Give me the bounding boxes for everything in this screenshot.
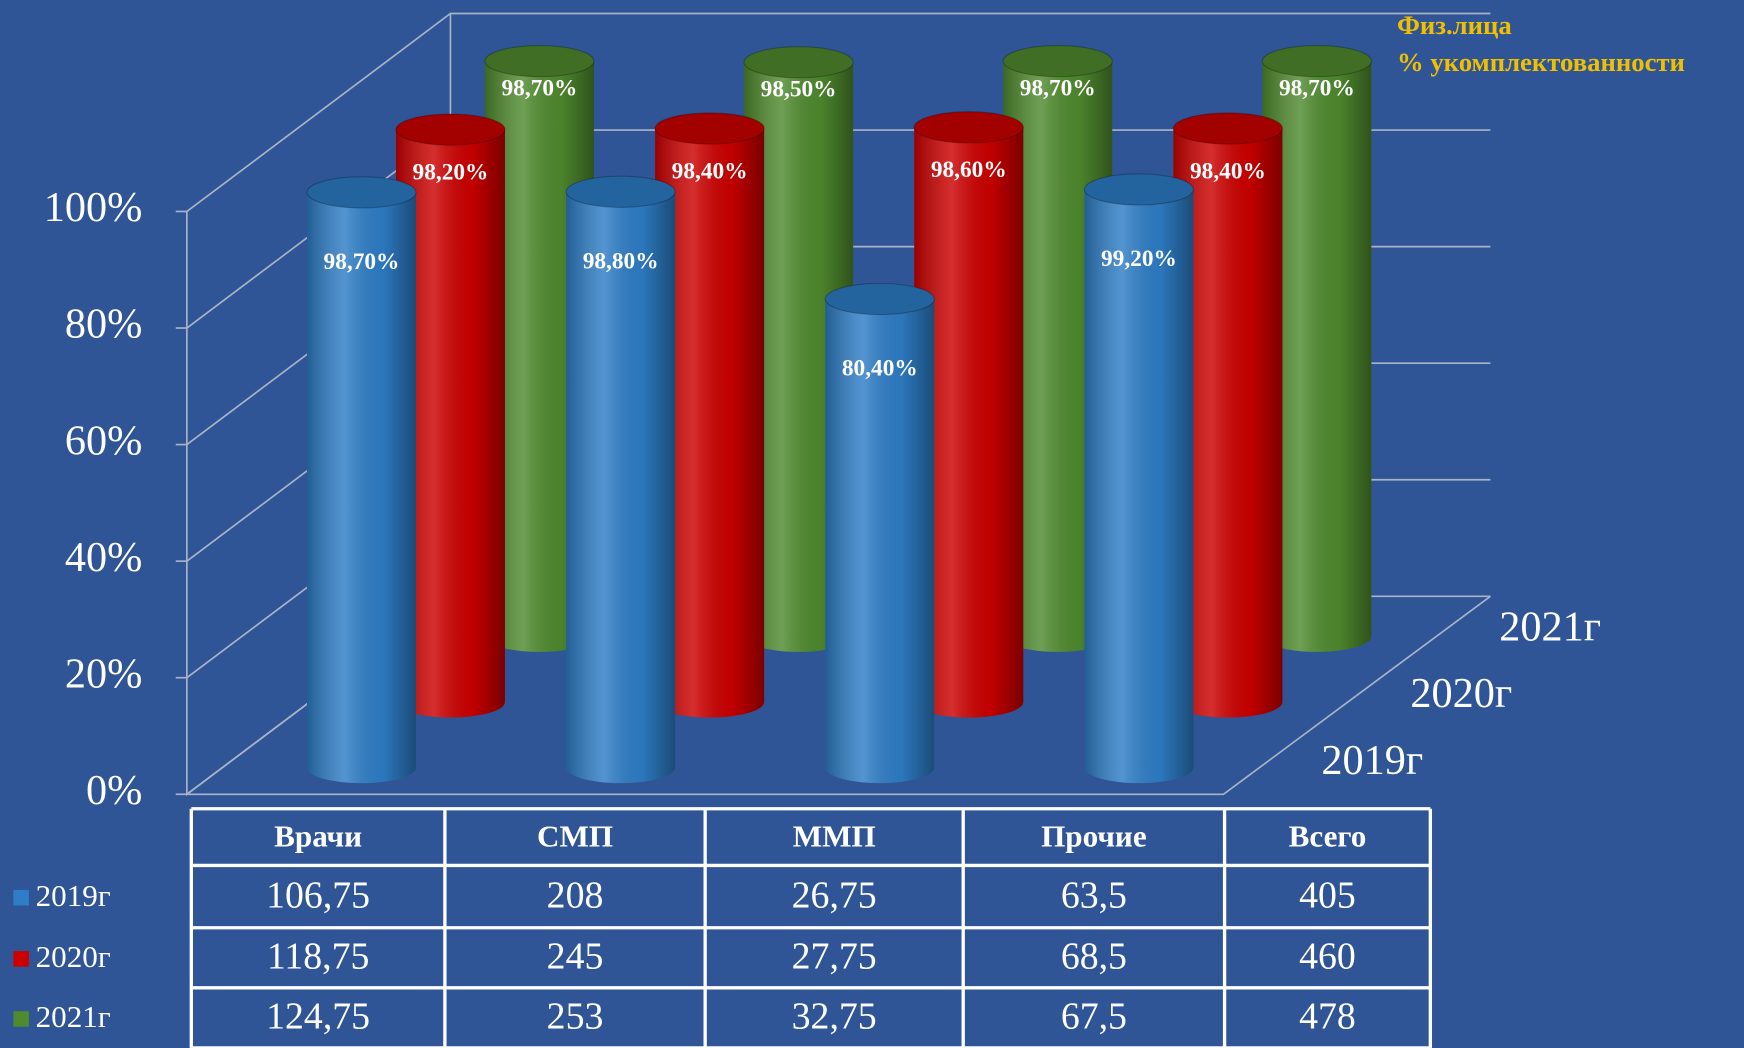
cylinder-top bbox=[1172, 112, 1283, 145]
depth-label: 2020г bbox=[1410, 670, 1512, 717]
table-cell: 106,75 bbox=[266, 874, 370, 916]
cylinder-top bbox=[824, 282, 935, 316]
cylinder-top bbox=[395, 113, 506, 146]
table-cell: 478 bbox=[1299, 996, 1356, 1038]
table-cell: 26,75 bbox=[792, 874, 877, 916]
cylinder-top bbox=[306, 176, 417, 209]
value-label: 98,50% bbox=[761, 77, 837, 103]
table-header: Прочие bbox=[1041, 818, 1147, 853]
cylinder-top-shade bbox=[655, 112, 765, 145]
table-cell: 124,75 bbox=[266, 996, 370, 1038]
y-tick-label: 80% bbox=[65, 301, 142, 348]
cylinder-top-shade bbox=[744, 46, 854, 78]
value-label: 98,70% bbox=[502, 75, 578, 101]
value-label: 98,20% bbox=[413, 159, 489, 185]
cylinder-top bbox=[654, 112, 765, 145]
y-tick-label: 60% bbox=[65, 417, 142, 464]
cylinder-top-shade bbox=[1262, 45, 1372, 77]
y-tick-label: 100% bbox=[44, 184, 143, 231]
legend-label: 2021г bbox=[36, 999, 111, 1034]
cylinder-top bbox=[743, 46, 854, 79]
table-cell: 208 bbox=[547, 874, 604, 916]
table-cell: 63,5 bbox=[1061, 874, 1127, 916]
table-cell: 253 bbox=[547, 996, 604, 1038]
cylinder-top-shade bbox=[566, 176, 676, 208]
table-cell: 67,5 bbox=[1061, 996, 1127, 1038]
table-header: Врачи bbox=[274, 818, 362, 853]
value-label: 98,80% bbox=[583, 248, 659, 274]
cylinder-top-shade bbox=[825, 283, 935, 315]
cylinder-top-shade bbox=[1173, 112, 1283, 145]
table-header: СМП bbox=[537, 818, 613, 853]
cylinder-top bbox=[1002, 44, 1113, 78]
table-header: Всего bbox=[1289, 818, 1367, 853]
legend-label: 2019г bbox=[36, 878, 111, 913]
legend-label: 2020г bbox=[36, 939, 111, 974]
bar-shade bbox=[1084, 189, 1194, 768]
cylinder-top-shade bbox=[1003, 45, 1113, 77]
cylinder-top bbox=[1083, 173, 1194, 206]
value-label: 98,70% bbox=[324, 249, 400, 275]
table-cell: 405 bbox=[1299, 874, 1356, 916]
table-cell: 32,75 bbox=[792, 996, 877, 1038]
chart-title: Физ.лица bbox=[1397, 10, 1512, 40]
cylinder-top-shade bbox=[306, 176, 416, 208]
cylinder-top bbox=[1261, 44, 1372, 78]
depth-label: 2019г bbox=[1321, 737, 1423, 784]
legend-swatch bbox=[13, 951, 29, 967]
legend-swatch bbox=[13, 1011, 29, 1027]
value-label: 98,40% bbox=[1190, 158, 1266, 184]
table-header: ММП bbox=[793, 818, 876, 853]
bar-shade bbox=[306, 192, 416, 768]
value-label: 98,60% bbox=[931, 157, 1007, 183]
table-cell: 27,75 bbox=[792, 936, 877, 978]
table-cell: 68,5 bbox=[1061, 936, 1127, 978]
depth-label: 2021г bbox=[1499, 603, 1601, 650]
value-label: 98,40% bbox=[672, 158, 748, 184]
value-label: 80,40% bbox=[842, 356, 918, 382]
cylinder-top-shade bbox=[395, 114, 505, 146]
floor-edge bbox=[186, 595, 1491, 796]
bar-shade bbox=[825, 298, 935, 768]
value-label: 98,70% bbox=[1020, 75, 1096, 101]
y-tick-label: 20% bbox=[65, 650, 142, 697]
cylinder-top-shade bbox=[914, 111, 1024, 143]
table-cell: 460 bbox=[1299, 936, 1356, 978]
cylinder-top bbox=[913, 111, 1024, 144]
cylinder-top-shade bbox=[484, 45, 594, 77]
value-label: 98,70% bbox=[1279, 75, 1355, 101]
cylinder-top bbox=[484, 44, 595, 78]
table-cell: 118,75 bbox=[267, 936, 370, 978]
table-cell: 245 bbox=[547, 936, 604, 978]
cylinder-top-shade bbox=[1084, 173, 1194, 205]
grid-line bbox=[186, 12, 1491, 213]
chart-subtitle: % укомплектованности bbox=[1397, 47, 1685, 77]
y-tick-label: 0% bbox=[86, 767, 142, 814]
bar-shade bbox=[566, 191, 676, 768]
legend-swatch bbox=[13, 889, 29, 906]
y-tick-label: 40% bbox=[65, 534, 142, 581]
cylinder-top bbox=[565, 175, 676, 208]
value-label: 99,20% bbox=[1101, 246, 1177, 272]
